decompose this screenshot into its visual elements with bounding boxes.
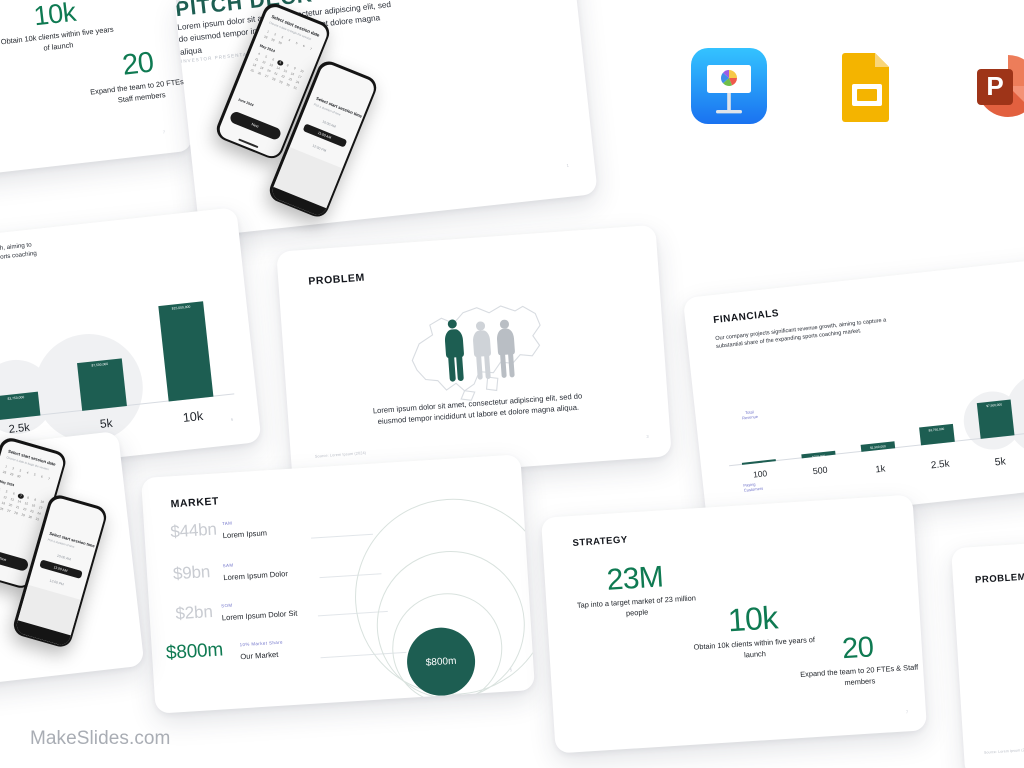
market-value-1: $44bn	[169, 519, 218, 542]
phone-a-next-button[interactable]: Next	[228, 109, 283, 141]
chart-x-tick-label: 100	[752, 468, 768, 480]
strategy-title: STRATEGY	[572, 534, 629, 549]
market-tag-2: SAM	[222, 562, 234, 569]
market-name-4: Our Market	[240, 649, 279, 662]
slide-card-market[interactable]: MARKET $44bn TAM Lorem Ipsum $9bn SAM Lo…	[140, 454, 536, 714]
chart-x-tick-label: 500	[812, 465, 829, 477]
financials-crop-body: Our company projects significant revenue…	[0, 241, 38, 274]
financials-title: FINANCIALS	[712, 307, 780, 327]
chart-bar: $7,500,000	[76, 358, 128, 411]
chart-bar-value-label: $7,500,000	[91, 361, 109, 368]
chart-x-tick-label: 1k	[874, 462, 886, 475]
problem-title: PROBLEM	[307, 271, 366, 288]
slide-card-strategy-crop[interactable]: 10k Obtain 10k clients within five years…	[0, 0, 194, 185]
home-indicator	[237, 138, 258, 148]
slide-card-financials[interactable]: FINANCIALS Our company projects signific…	[682, 255, 1024, 527]
phone-a-month-next: June 2024	[237, 96, 255, 107]
financials-bar-chart: $150,000 $750,000 $1,500,000 $3,750,000 $7,5…	[719, 338, 1024, 468]
chart-bar: $750,000	[801, 451, 836, 460]
chart-y-axis-label: Total Revenue	[741, 409, 759, 421]
person-icon-muted-2	[494, 319, 520, 379]
chart-bar: $3,750,000	[919, 423, 955, 446]
phone-crop-a-next-label: Next	[0, 555, 7, 562]
problem-crop-source: Source: Lorem Ipsum (2024)	[983, 747, 1024, 755]
chart-bar-value-label: $750,000	[811, 454, 826, 460]
apple-keynote-icon[interactable]	[690, 47, 768, 125]
pitch-deck-page-number: 1	[566, 162, 570, 168]
chart-bar-value-label: $1,500,000	[869, 444, 886, 450]
chart-x-tick-label: 10k	[182, 408, 204, 426]
strategy-stat-3: 20 Expand the team to 20 FTEs & Staff me…	[795, 628, 922, 691]
chart-bars-group: $1,500,000$3,750,000$7,500,000$15,000,00…	[0, 283, 222, 421]
svg-text:P: P	[986, 71, 1003, 101]
google-slides-icon[interactable]	[828, 47, 906, 125]
calendar-grid[interactable]: 4 5 6 6 8 9 10 11 12 13 14 15 16 17 18 19 20 21 22 23 24 2…	[250, 51, 305, 90]
phone-crop-a-next-button[interactable]: Next	[0, 545, 30, 572]
market-name-3: Lorem Ipsum Dolor Sit	[221, 608, 298, 623]
chart-x-tick-label: 2.5k	[930, 458, 951, 472]
market-connector-1	[311, 533, 373, 539]
market-tag-1: TAM	[221, 520, 233, 527]
slide-card-strategy[interactable]: STRATEGY 23M Tap into a target market of…	[540, 494, 928, 754]
market-tag-4: 10% Market Share	[239, 639, 284, 648]
chart-bar-value-label: $3,750,000	[7, 395, 25, 401]
slide-card-problem[interactable]: PROBLEM	[276, 224, 672, 484]
phone-crop-a-month: May 2024	[0, 478, 15, 487]
chart-bar-value-label: $15,000,000	[171, 304, 191, 311]
market-tag-3: SOM	[220, 602, 233, 609]
strategy-crop-stat-2: 20 Expand the team to 20 FTEs & Staff me…	[77, 41, 193, 109]
chart-bar: $150,000	[742, 459, 776, 468]
strategy-stat-1: 23M Tap into a target market of 23 milli…	[566, 558, 705, 623]
market-page-number: 5	[509, 667, 513, 673]
phone-a-next-label: Next	[251, 121, 260, 129]
chart-bar-value-label: $7,500,000	[986, 402, 1003, 409]
chart-bar: $7,500,000	[976, 399, 1015, 439]
person-icon-highlighted	[442, 319, 468, 382]
chart-x-axis-label: Paying Customers	[743, 481, 764, 493]
strategy-page-number: 7	[905, 709, 909, 715]
market-value-4: $800m	[165, 639, 224, 664]
strategy-crop-stat-1: 10k Obtain 10k clients within five years…	[0, 0, 119, 59]
strategy-crop-page-number: 7	[162, 129, 166, 135]
microsoft-powerpoint-icon[interactable]: P	[966, 47, 1024, 125]
watermark: MakeSlides.com	[30, 728, 171, 749]
financials-crop-page-number: 6	[230, 416, 234, 422]
market-name-2: Lorem Ipsum Dolor	[223, 569, 289, 583]
chart-x-tick-label: 5k	[994, 455, 1007, 469]
chart-bar: $1,500,000	[860, 441, 895, 452]
problem-page-number: 3	[646, 433, 649, 439]
problem-source: Source: Lorem Ipsum (2024)	[314, 450, 367, 459]
market-name-1: Lorem Ipsum	[222, 528, 268, 541]
chart-bar: $15,000,000	[158, 301, 214, 402]
chart-bar: $3,750,000	[0, 391, 41, 421]
chart-bar-value-label: $3,750,000	[928, 426, 945, 433]
person-icon-muted-1	[470, 321, 496, 380]
region-map-graphic	[388, 288, 565, 408]
market-value-3: $2bn	[174, 601, 214, 624]
market-title: MARKET	[170, 495, 220, 511]
slide-card-problem-crop[interactable]: PROBLEM Source: Lorem Ipsum (2024)	[951, 532, 1024, 768]
problem-crop-title: PROBLEM	[974, 571, 1024, 586]
market-value-2: $9bn	[172, 562, 211, 584]
export-format-icons: P	[690, 44, 1024, 128]
